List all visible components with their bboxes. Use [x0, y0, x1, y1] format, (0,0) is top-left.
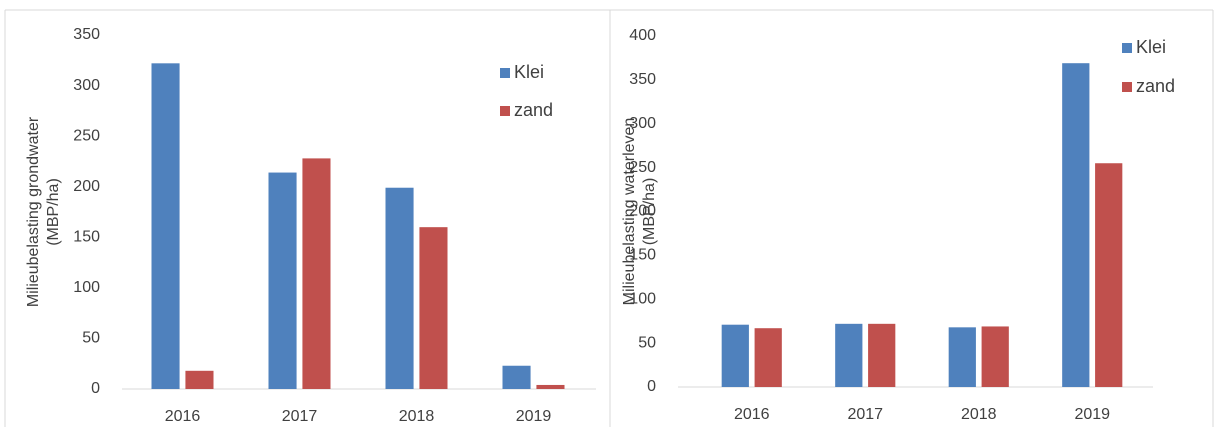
y-tick-label: 0 — [91, 380, 100, 397]
x-tick-label: 2016 — [734, 406, 770, 423]
y-tick-label: 200 — [73, 178, 100, 195]
bar — [835, 323, 863, 387]
y-axis-label: (MBP/ha) — [641, 178, 658, 246]
y-tick-label: 250 — [629, 159, 656, 176]
legend-label: Klei — [1136, 37, 1166, 57]
y-tick-label: 400 — [629, 27, 656, 44]
bar — [502, 365, 531, 389]
legend-label: zand — [514, 100, 553, 120]
legend-swatch — [1122, 82, 1132, 92]
legend-label: Klei — [514, 62, 544, 82]
x-tick-label: 2016 — [165, 408, 201, 425]
x-tick-label: 2017 — [282, 408, 318, 425]
x-tick-label: 2018 — [399, 408, 435, 425]
bar — [419, 227, 448, 389]
bar — [868, 323, 896, 387]
bar — [268, 172, 297, 389]
y-tick-label: 50 — [82, 330, 100, 347]
y-tick-label: 300 — [629, 115, 656, 132]
y-tick-label: 350 — [73, 26, 100, 43]
y-tick-label: 100 — [629, 290, 656, 307]
y-tick-label: 100 — [73, 279, 100, 296]
y-tick-label: 200 — [629, 203, 656, 220]
x-tick-label: 2019 — [516, 408, 552, 425]
bar — [385, 187, 414, 389]
x-tick-label: 2017 — [847, 406, 883, 423]
y-axis-label: Milieubelasting waterleven — [621, 118, 638, 306]
bar — [981, 326, 1009, 387]
legend-swatch — [500, 68, 510, 78]
x-tick-label: 2018 — [961, 406, 997, 423]
y-tick-label: 0 — [647, 378, 656, 395]
bar — [151, 63, 180, 389]
bar — [185, 370, 214, 389]
bar — [948, 327, 976, 387]
bar — [536, 384, 565, 389]
bar — [1095, 163, 1123, 387]
legend-swatch — [1122, 43, 1132, 53]
legend-swatch — [500, 106, 510, 116]
y-tick-label: 150 — [629, 247, 656, 264]
y-tick-label: 150 — [73, 229, 100, 246]
x-tick-label: 2019 — [1074, 406, 1110, 423]
bar — [1062, 63, 1090, 387]
y-tick-label: 250 — [73, 127, 100, 144]
legend-label: zand — [1136, 76, 1175, 96]
y-tick-label: 300 — [73, 77, 100, 94]
y-axis-label: Milieubelasting grondwater — [25, 116, 42, 307]
y-tick-label: 350 — [629, 71, 656, 88]
bar — [721, 324, 749, 387]
bar — [302, 158, 331, 389]
y-tick-label: 50 — [638, 334, 656, 351]
bar — [754, 328, 782, 387]
y-axis-label: (MBP/ha) — [45, 178, 62, 246]
